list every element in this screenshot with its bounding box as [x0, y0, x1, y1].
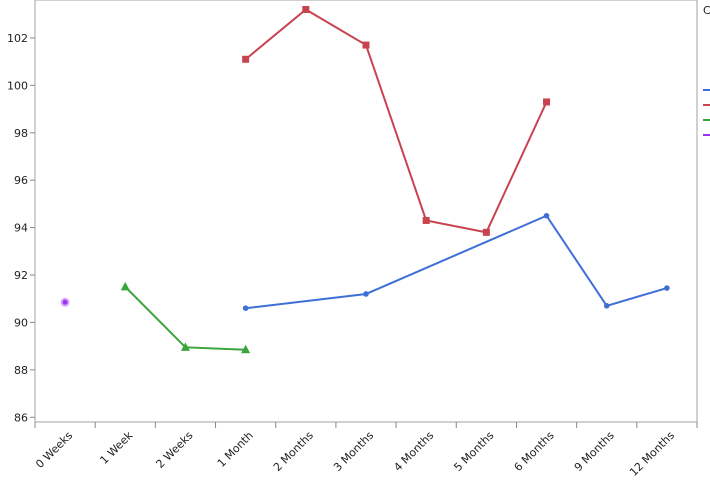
- y-tick-label: 96: [14, 174, 28, 187]
- x-tick-label: 6 Months: [512, 429, 557, 474]
- marker: [302, 5, 310, 13]
- x-tick-label: 0 Weeks: [33, 429, 75, 471]
- legend-title: C: [703, 4, 710, 17]
- marker: [241, 344, 251, 354]
- plot-frame: [34, 0, 698, 423]
- x-tick-label: 1 Month: [215, 429, 256, 470]
- x-tick-label: 4 Months: [391, 429, 436, 474]
- marker: [482, 228, 490, 236]
- y-tick-label: 90: [14, 316, 28, 329]
- y-tick-label: 92: [14, 269, 28, 282]
- marker: [603, 303, 610, 309]
- series-line: [244, 8, 548, 234]
- marker: [543, 212, 550, 219]
- marker: [242, 55, 250, 63]
- y-tick-label: 94: [14, 222, 28, 235]
- y-tick-label: 98: [14, 127, 28, 140]
- y-tick-label: 88: [14, 364, 28, 377]
- x-tick-label: 3 Months: [331, 429, 376, 474]
- x-tick-label: 12 Months: [627, 429, 677, 479]
- marker: [422, 216, 430, 224]
- marker: [180, 342, 190, 351]
- marker: [363, 291, 369, 297]
- marker: [362, 41, 370, 49]
- x-tick-label: 2 Months: [271, 429, 316, 474]
- x-tick-label: 5 Months: [451, 429, 496, 474]
- y-tick-label: 86: [14, 411, 28, 424]
- marker: [242, 305, 249, 312]
- y-tick-label: 102: [7, 32, 28, 45]
- marker: [120, 281, 130, 291]
- marker: [664, 285, 670, 291]
- marker: [60, 297, 70, 307]
- x-tick-label: 2 Weeks: [154, 429, 196, 471]
- x-tick-label: 1 Week: [97, 428, 135, 466]
- x-tick-label: 9 Months: [572, 429, 617, 474]
- marker: [543, 98, 551, 106]
- y-tick-label: 100: [7, 79, 28, 92]
